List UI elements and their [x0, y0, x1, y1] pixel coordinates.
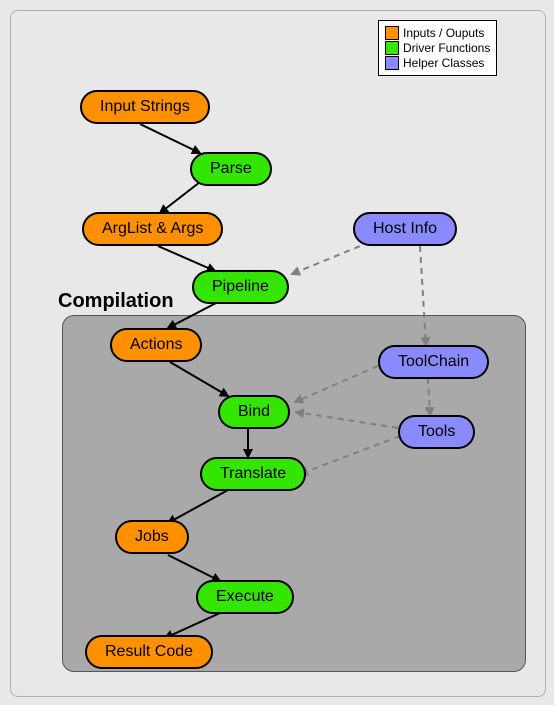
- node-execute: Execute: [196, 580, 294, 614]
- node-toolchain: ToolChain: [378, 345, 489, 379]
- legend-item: Driver Functions: [385, 41, 490, 55]
- legend-label: Inputs / Ouputs: [403, 26, 484, 40]
- node-jobs: Jobs: [115, 520, 189, 554]
- node-parse: Parse: [190, 152, 272, 186]
- legend: Inputs / OuputsDriver FunctionsHelper Cl…: [378, 20, 497, 76]
- legend-swatch: [385, 56, 399, 70]
- node-input_strings: Input Strings: [80, 90, 210, 124]
- node-result_code: Result Code: [85, 635, 213, 669]
- node-arglist: ArgList & Args: [82, 212, 223, 246]
- legend-swatch: [385, 26, 399, 40]
- legend-label: Driver Functions: [403, 41, 490, 55]
- node-bind: Bind: [218, 395, 290, 429]
- legend-swatch: [385, 41, 399, 55]
- node-pipeline: Pipeline: [192, 270, 289, 304]
- node-translate: Translate: [200, 457, 306, 491]
- compilation-label: Compilation: [58, 290, 174, 313]
- node-tools: Tools: [398, 415, 475, 449]
- legend-item: Inputs / Ouputs: [385, 26, 490, 40]
- node-host_info: Host Info: [353, 212, 457, 246]
- legend-label: Helper Classes: [403, 56, 484, 70]
- legend-item: Helper Classes: [385, 56, 490, 70]
- node-actions: Actions: [110, 328, 202, 362]
